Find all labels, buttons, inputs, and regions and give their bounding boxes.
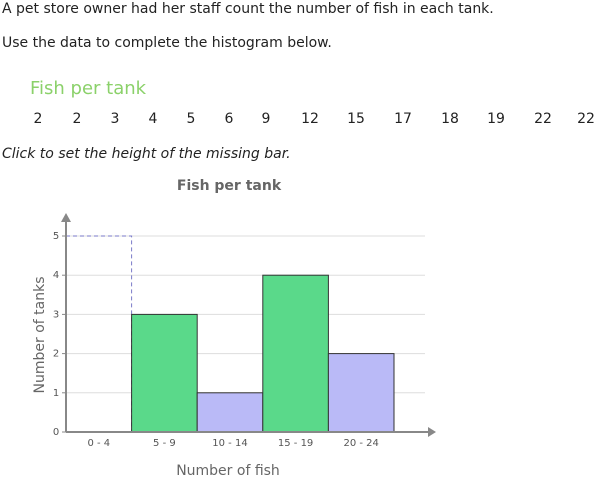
x-tick-label: 10 - 14 xyxy=(212,438,247,449)
x-tick-label: 15 - 19 xyxy=(278,438,313,449)
data-value: 4 xyxy=(149,111,158,127)
bar xyxy=(262,274,329,433)
x-tick-label: 20 - 24 xyxy=(343,438,378,449)
data-value: 17 xyxy=(394,111,412,127)
data-value: 2 xyxy=(73,111,82,127)
data-value: 22 xyxy=(534,111,552,127)
y-tick-label: 2 xyxy=(53,349,59,360)
x-axis-label: Number of fish xyxy=(176,463,280,478)
y-axis-arrow xyxy=(61,213,71,222)
data-value: 9 xyxy=(262,111,271,127)
x-tick-label: 0 - 4 xyxy=(87,438,110,449)
data-value: 19 xyxy=(487,111,505,127)
data-value: 22 xyxy=(577,111,595,127)
missing-bar-target[interactable] xyxy=(65,235,133,433)
data-value: 5 xyxy=(187,111,196,127)
data-value: 3 xyxy=(111,111,120,127)
y-axis-label: Number of tanks xyxy=(32,277,48,394)
bar xyxy=(327,353,395,433)
x-axis-arrow xyxy=(428,427,436,437)
table-title: Fish per tank xyxy=(30,78,147,99)
data-value: 15 xyxy=(347,111,365,127)
y-tick-label: 4 xyxy=(53,270,59,281)
y-tick-label: 0 xyxy=(53,427,59,438)
instruction: Click to set the height of the missing b… xyxy=(2,146,291,162)
y-tick-label: 1 xyxy=(53,388,59,399)
data-value: 12 xyxy=(301,111,319,127)
data-value: 6 xyxy=(225,111,234,127)
bar xyxy=(196,392,264,433)
data-value: 2 xyxy=(34,111,43,127)
bar xyxy=(131,313,198,433)
task: Use the data to complete the histogram b… xyxy=(2,35,332,51)
data-value: 18 xyxy=(441,111,459,127)
y-tick-label: 3 xyxy=(53,309,59,320)
intro: A pet store owner had her staff count th… xyxy=(2,1,494,17)
y-tick-label: 5 xyxy=(53,231,59,242)
x-tick-label: 5 - 9 xyxy=(153,438,176,449)
chart-title: Fish per tank xyxy=(177,178,282,194)
